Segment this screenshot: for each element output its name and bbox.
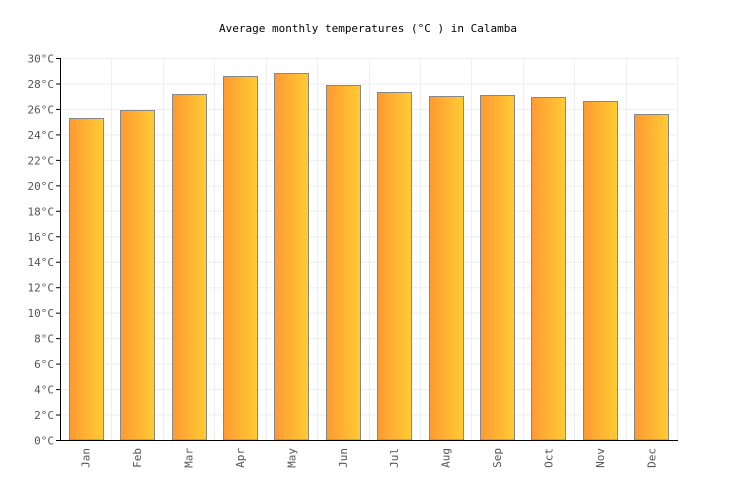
x-tick-label: Dec (645, 448, 658, 468)
x-tick-label: Nov (594, 448, 607, 468)
y-tick-label: 24°C (28, 129, 55, 142)
bar-may (274, 73, 309, 441)
y-tick-label: 14°C (28, 256, 55, 269)
x-tick-label: Mar (183, 448, 196, 468)
bar-apr (223, 76, 258, 441)
x-tick-label: Aug (440, 448, 453, 468)
bar-aug (429, 96, 464, 441)
x-tick-label: Oct (542, 448, 555, 468)
x-tick-label: Feb (131, 448, 144, 468)
y-tick-label: 8°C (34, 333, 54, 346)
y-tick-label: 26°C (28, 103, 55, 116)
grid-lines (60, 58, 678, 441)
y-tick-label: 30°C (28, 53, 55, 66)
bar-dec (634, 114, 669, 441)
bar-feb (120, 110, 155, 441)
y-tick-label: 0°C (34, 435, 54, 448)
bar-oct (531, 97, 566, 441)
x-tick-label: Jan (80, 448, 93, 468)
y-tick-label: 6°C (34, 358, 54, 371)
y-tick-label: 22°C (28, 154, 55, 167)
bar-sep (480, 95, 515, 441)
chart-title: Average monthly temperatures (°C ) in Ca… (218, 22, 517, 35)
x-tick-label: Jun (337, 448, 350, 468)
axes (56, 58, 678, 441)
y-tick-label: 20°C (28, 180, 55, 193)
x-tick-label: Apr (234, 448, 247, 468)
y-tick-label: 18°C (28, 205, 55, 218)
x-tick-label: May (285, 448, 298, 468)
y-tick-label: 4°C (34, 384, 54, 397)
bar-mar (172, 94, 207, 441)
x-tick-label: Jul (388, 448, 401, 468)
bar-jan (69, 118, 104, 441)
y-tick-label: 12°C (28, 282, 55, 295)
y-tick-label: 28°C (28, 78, 55, 91)
y-tick-labels: 0°C 2°C 4°C 6°C 8°C 10°C 12°C 14°C 16°C 18°C 20°C 2… (28, 53, 55, 448)
bar-jun (326, 85, 361, 441)
y-tick-label: 16°C (28, 231, 55, 244)
y-tick-label: 2°C (34, 409, 54, 422)
bars (69, 73, 669, 441)
x-tick-labels: Jan Feb Mar Apr May Jun Jul Aug Sep Oct Nov Dec (80, 448, 659, 468)
x-tick-label: Sep (491, 448, 504, 468)
bar-jul (377, 92, 412, 441)
y-tick-label: 10°C (28, 307, 55, 320)
bar-nov (583, 101, 618, 441)
